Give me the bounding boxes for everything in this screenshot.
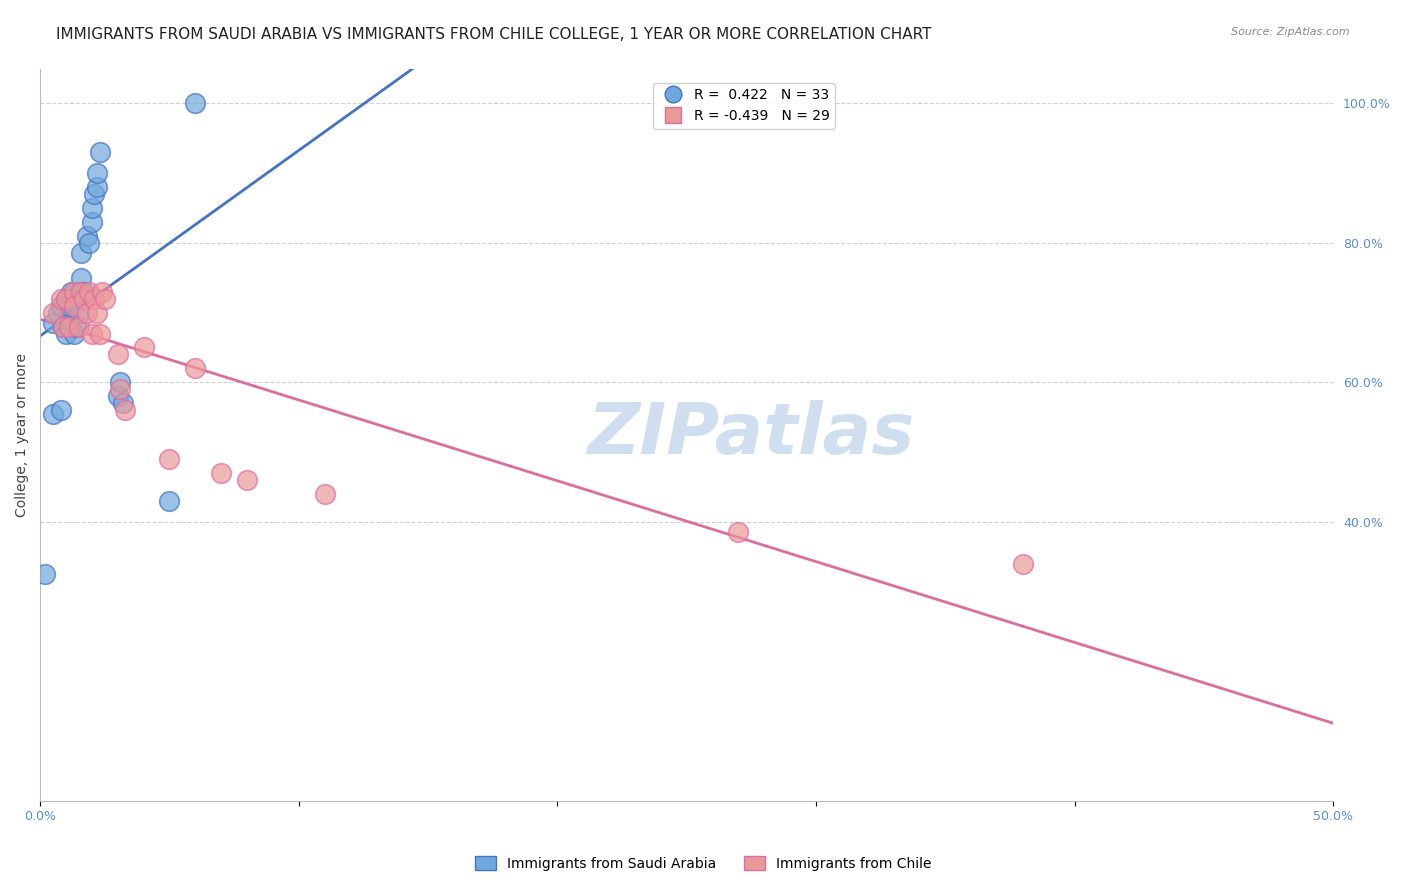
Point <box>67 319 90 334</box>
Point <box>314 487 336 501</box>
Point <box>107 347 129 361</box>
Point <box>77 235 100 250</box>
Point <box>46 305 69 319</box>
Y-axis label: College, 1 year or more: College, 1 year or more <box>15 352 30 516</box>
Point <box>159 494 181 508</box>
Point <box>65 319 87 334</box>
Point <box>1012 557 1035 571</box>
Point <box>86 305 108 319</box>
Point <box>89 145 111 160</box>
Point <box>83 187 105 202</box>
Text: IMMIGRANTS FROM SAUDI ARABIA VS IMMIGRANTS FROM CHILE COLLEGE, 1 YEAR OR MORE CO: IMMIGRANTS FROM SAUDI ARABIA VS IMMIGRAN… <box>56 27 932 42</box>
Point <box>62 326 84 341</box>
Point <box>55 292 77 306</box>
Point <box>60 285 83 299</box>
Point <box>67 305 90 319</box>
Point <box>132 341 155 355</box>
Point <box>49 299 72 313</box>
Point <box>55 292 77 306</box>
Point <box>55 326 77 341</box>
Point <box>62 299 84 313</box>
Point <box>58 299 80 313</box>
Point <box>111 396 134 410</box>
Point <box>49 292 72 306</box>
Point <box>110 382 132 396</box>
Point <box>727 525 749 540</box>
Point <box>89 326 111 341</box>
Point <box>52 319 75 334</box>
Point <box>94 292 117 306</box>
Point <box>70 285 93 299</box>
Point <box>80 326 103 341</box>
Text: ZIPatlas: ZIPatlas <box>588 401 915 469</box>
Point <box>58 319 80 334</box>
Point <box>67 285 90 299</box>
Point <box>62 292 84 306</box>
Point <box>42 407 65 421</box>
Point <box>209 466 232 480</box>
Point <box>236 473 259 487</box>
Point <box>58 312 80 326</box>
Text: Source: ZipAtlas.com: Source: ZipAtlas.com <box>1232 27 1350 37</box>
Point <box>49 403 72 417</box>
Point <box>107 389 129 403</box>
Point <box>86 166 108 180</box>
Point <box>80 215 103 229</box>
Point <box>114 403 136 417</box>
Point <box>184 96 207 111</box>
Legend: Immigrants from Saudi Arabia, Immigrants from Chile: Immigrants from Saudi Arabia, Immigrants… <box>470 850 936 876</box>
Point <box>86 180 108 194</box>
Point <box>77 285 100 299</box>
Point <box>159 452 181 467</box>
Point <box>76 228 98 243</box>
Point <box>76 305 98 319</box>
Point <box>52 319 75 334</box>
Legend: R =  0.422   N = 33, R = -0.439   N = 29: R = 0.422 N = 33, R = -0.439 N = 29 <box>654 83 835 128</box>
Point <box>73 292 96 306</box>
Point <box>184 361 207 376</box>
Point <box>70 246 93 260</box>
Point <box>73 285 96 299</box>
Point <box>34 567 56 582</box>
Point <box>91 285 114 299</box>
Point <box>62 285 84 299</box>
Point <box>80 201 103 215</box>
Point <box>70 270 93 285</box>
Point <box>110 376 132 390</box>
Point <box>42 316 65 330</box>
Point <box>42 305 65 319</box>
Point <box>83 292 105 306</box>
